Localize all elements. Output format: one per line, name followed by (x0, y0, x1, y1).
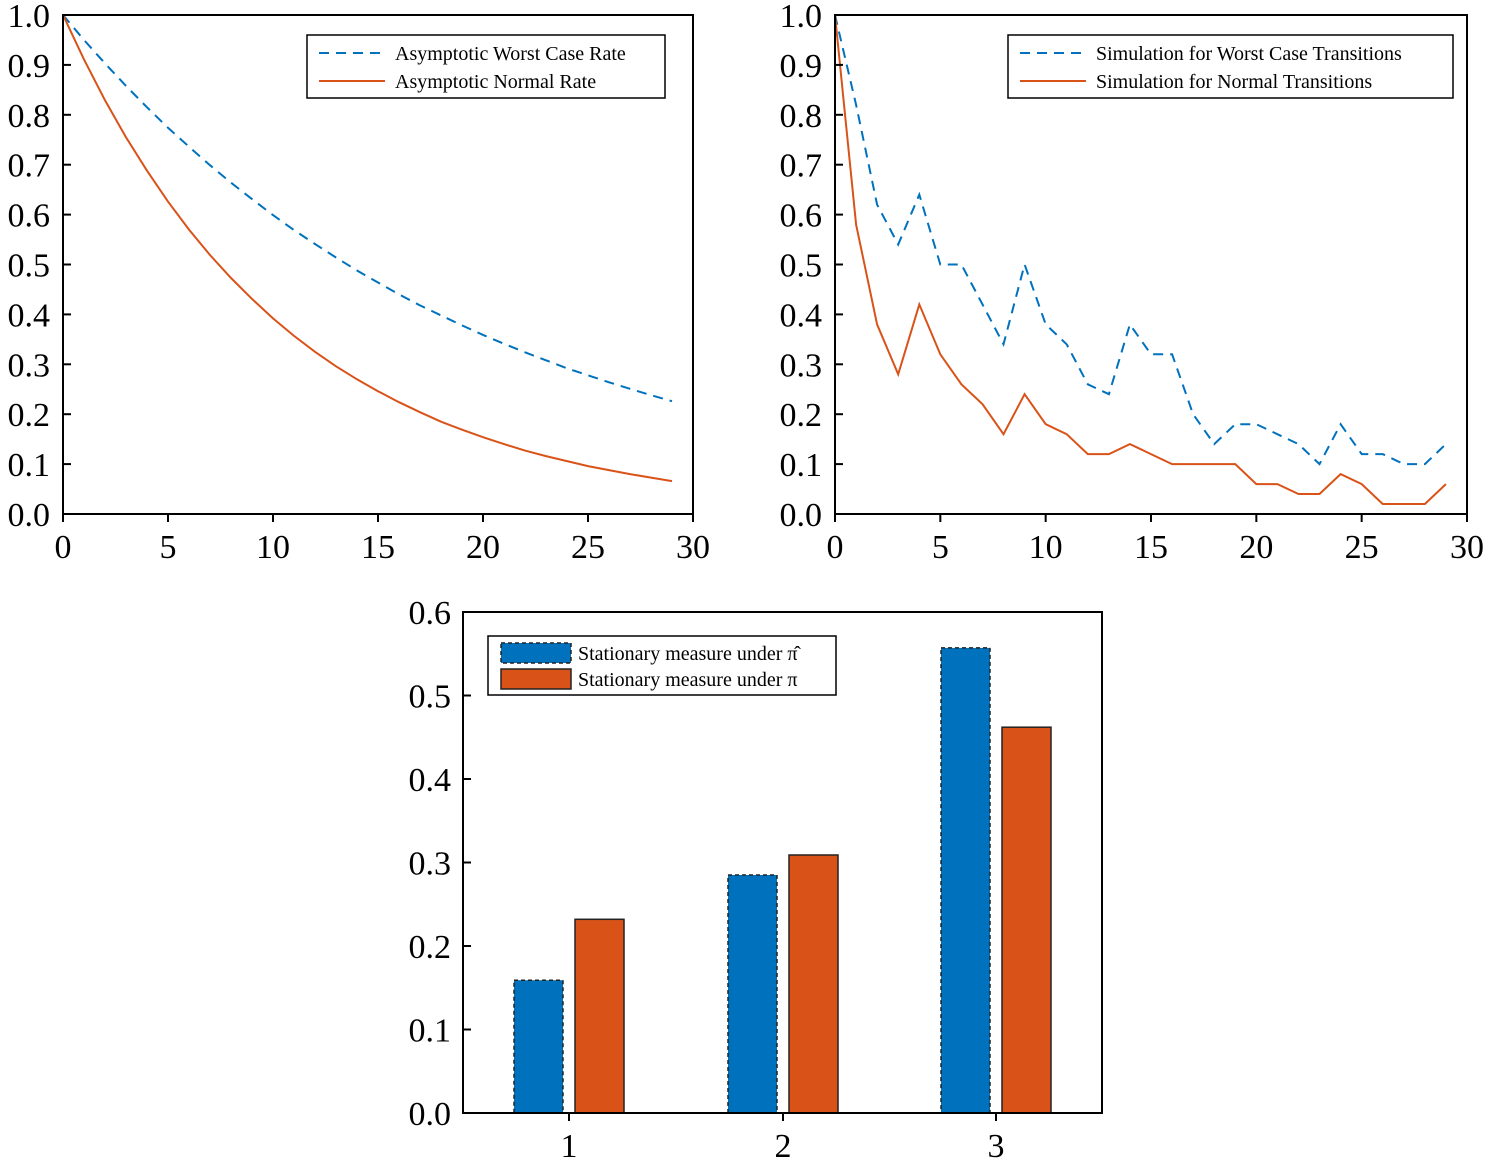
y-tick-label: 0.0 (409, 1096, 452, 1133)
y-tick-label: 0.7 (8, 148, 51, 185)
y-tick-label: 0.0 (8, 497, 51, 534)
y-tick-label: 0.2 (409, 929, 452, 966)
y-tick-label: 0.2 (780, 397, 823, 434)
y-tick-label: 0.6 (409, 595, 452, 632)
x-tick-label: 2 (775, 1128, 792, 1161)
x-tick-label: 15 (361, 529, 395, 566)
y-tick-label: 1.0 (780, 0, 823, 35)
bar-chart: 1 2 3 0.0 0.1 0.2 0.3 0.4 0.5 0.6 Stationary measu… (409, 595, 1103, 1161)
legend-box (306, 34, 666, 99)
x-tick-label: 5 (160, 529, 177, 566)
y-tick-label: 0.3 (409, 846, 452, 883)
y-tick-label: 1.0 (8, 0, 51, 35)
y-tick-label: 0.8 (780, 98, 823, 135)
line-chart-1: 0 5 10 15 20 25 30 0.0 0.1 0.2 0.3 0.4 0.5 0.6 0.7 0.8 0… (8, 0, 711, 566)
bar-pi-hat-1 (513, 979, 564, 1114)
y-tick-label: 0.1 (8, 447, 51, 484)
legend-label: Simulation for Worst Case Transitions (1096, 43, 1402, 65)
x-tick-label: 30 (1450, 529, 1484, 566)
y-tick-label: 0.6 (8, 198, 51, 235)
y-tick-label: 0.1 (409, 1013, 452, 1050)
bar-pi-hat-2 (727, 874, 778, 1114)
x-tick-label: 25 (1345, 529, 1379, 566)
x-tick-label: 20 (466, 529, 500, 566)
legend: Asymptotic Worst Case Rate Asymptotic Nor… (306, 34, 666, 99)
x-tick-label: 3 (988, 1128, 1005, 1161)
line-chart-2: 0 5 10 15 20 25 30 0.0 0.1 0.2 0.3 0.4 0.5 0.6 0.7 0.8 0… (780, 0, 1485, 566)
y-tick-label: 0.3 (780, 347, 823, 384)
y-tick-label: 0.4 (409, 762, 452, 799)
series-line-normal (834, 14, 1447, 505)
x-tick-label: 10 (1029, 529, 1063, 566)
y-tick-label: 0.4 (780, 297, 823, 334)
x-tick-label: 5 (932, 529, 949, 566)
y-tick-label: 0.9 (8, 48, 51, 85)
legend: Stationary measure under π̂ Stationary me… (487, 635, 837, 696)
bar-pi-3 (1001, 726, 1052, 1114)
x-tick-label: 20 (1239, 529, 1273, 566)
x-tick-label: 1 (561, 1128, 578, 1161)
legend-label: Simulation for Normal Transitions (1096, 71, 1372, 93)
series-line-worst-case (834, 14, 1447, 466)
series-line-normal (62, 14, 673, 483)
y-tick-label: 0.7 (780, 148, 823, 185)
bar-pi-1 (574, 918, 625, 1114)
y-tick-label: 0.8 (8, 98, 51, 135)
x-tick-label: 25 (571, 529, 605, 566)
y-tick-label: 0.5 (409, 679, 452, 716)
x-tick-label: 0 (827, 529, 844, 566)
legend-label: Stationary measure under π̂ (578, 643, 801, 665)
bar-pi-hat-3 (940, 647, 991, 1114)
y-tick-label: 0.5 (8, 248, 51, 285)
legend-swatch (500, 642, 572, 664)
legend-label: Asymptotic Normal Rate (395, 71, 596, 93)
x-tick-label: 10 (256, 529, 290, 566)
y-tick-label: 0.1 (780, 447, 823, 484)
x-tick-label: 30 (676, 529, 710, 566)
legend-label: Asymptotic Worst Case Rate (395, 43, 626, 65)
x-tick-label: 0 (55, 529, 72, 566)
y-tick-label: 0.3 (8, 347, 51, 384)
y-tick-label: 0.5 (780, 248, 823, 285)
legend-swatch (500, 668, 572, 690)
x-tick-label: 15 (1134, 529, 1168, 566)
legend-label: Stationary measure under π (578, 669, 797, 691)
y-tick-label: 0.0 (780, 497, 823, 534)
y-tick-label: 0.9 (780, 48, 823, 85)
y-tick-label: 0.4 (8, 297, 51, 334)
y-tick-label: 0.2 (8, 397, 51, 434)
y-tick-label: 0.6 (780, 198, 823, 235)
legend-box (1007, 34, 1454, 99)
bar-pi-2 (788, 854, 839, 1114)
legend: Simulation for Worst Case Transitions Sim… (1007, 34, 1454, 99)
